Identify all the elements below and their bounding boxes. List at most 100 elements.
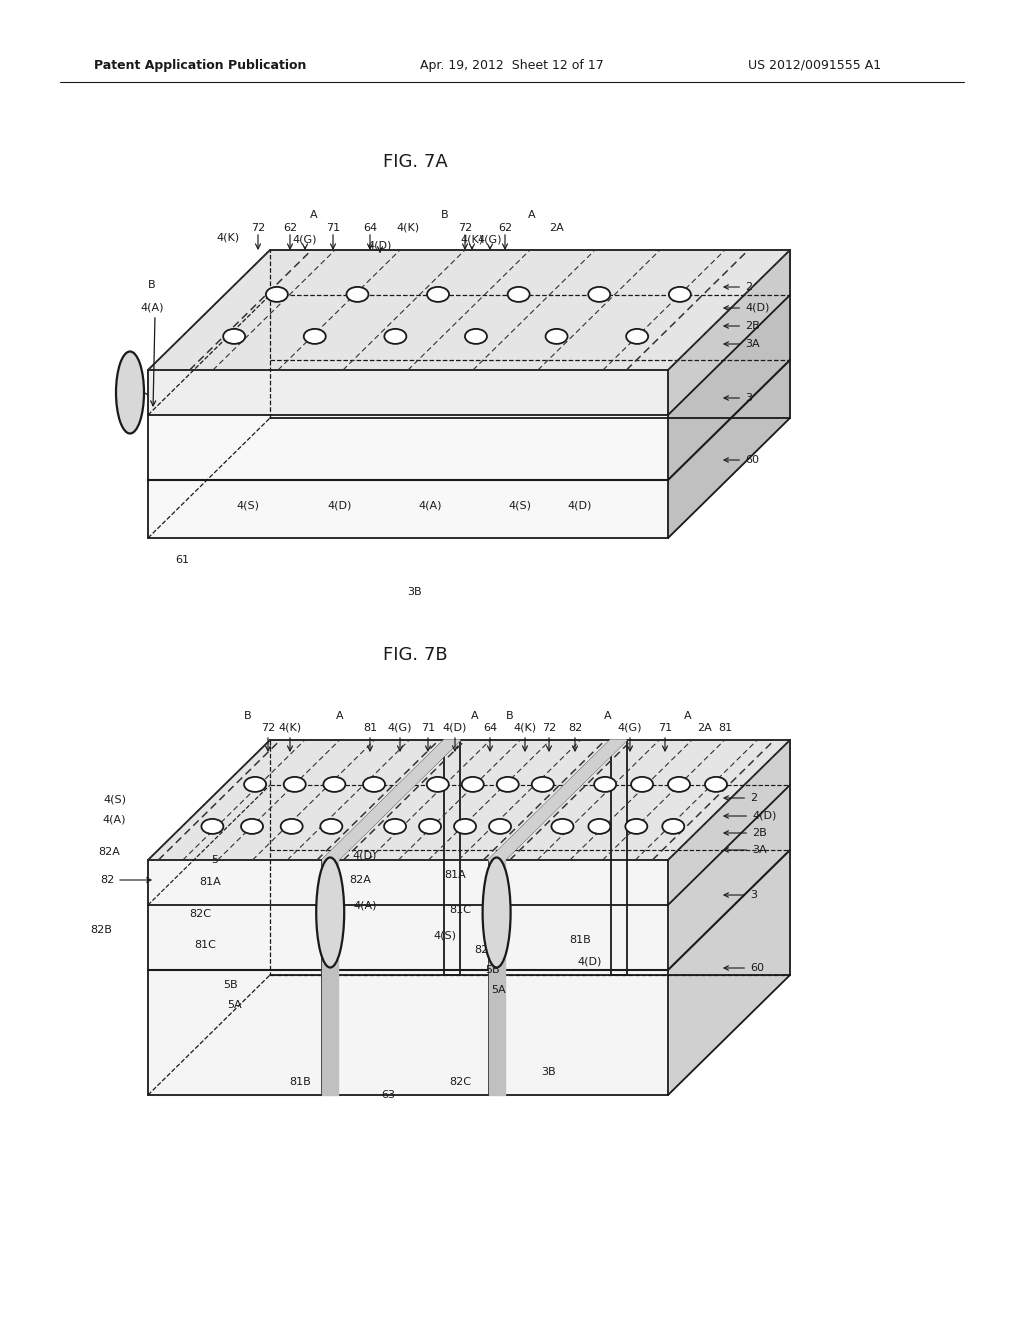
Text: 2: 2 [724, 793, 757, 803]
Text: 4(S): 4(S) [433, 931, 457, 940]
Text: 2B: 2B [724, 828, 767, 838]
Ellipse shape [482, 858, 511, 968]
Text: 71: 71 [421, 723, 435, 733]
Text: 3B: 3B [541, 1067, 555, 1077]
Text: 3: 3 [724, 393, 752, 403]
Text: 72: 72 [542, 723, 556, 733]
Ellipse shape [631, 777, 653, 792]
Text: 62: 62 [283, 223, 297, 234]
Text: 61: 61 [175, 554, 189, 565]
Ellipse shape [454, 818, 476, 834]
Ellipse shape [304, 329, 326, 345]
Text: 4(D): 4(D) [328, 500, 352, 510]
Text: 4(G): 4(G) [388, 723, 413, 733]
Ellipse shape [419, 818, 441, 834]
Text: 4(K): 4(K) [279, 723, 301, 733]
Text: 4(A): 4(A) [353, 900, 377, 909]
Ellipse shape [663, 818, 684, 834]
Text: 81: 81 [718, 723, 732, 733]
Text: 64: 64 [483, 723, 497, 733]
Ellipse shape [321, 818, 342, 834]
Text: 82A: 82A [349, 875, 371, 884]
Text: A: A [336, 711, 344, 721]
Ellipse shape [116, 351, 144, 433]
Text: 2A: 2A [549, 223, 563, 234]
Text: 4(D): 4(D) [368, 240, 392, 249]
Text: B: B [441, 210, 449, 220]
Text: 82B: 82B [90, 925, 112, 935]
Text: 63: 63 [381, 1090, 395, 1100]
Ellipse shape [384, 329, 407, 345]
Text: 4(S): 4(S) [509, 500, 531, 510]
Ellipse shape [346, 286, 369, 302]
Text: B: B [148, 280, 156, 290]
Text: 5A: 5A [490, 985, 505, 995]
Ellipse shape [202, 818, 223, 834]
Text: 5B: 5B [222, 979, 238, 990]
Ellipse shape [266, 286, 288, 302]
Ellipse shape [669, 286, 691, 302]
Text: 81: 81 [362, 723, 377, 733]
Polygon shape [488, 741, 627, 861]
Ellipse shape [364, 777, 385, 792]
Text: US 2012/0091555 A1: US 2012/0091555 A1 [749, 58, 882, 71]
Text: FIG. 7B: FIG. 7B [383, 645, 447, 664]
Text: 62: 62 [498, 223, 512, 234]
Text: 60: 60 [724, 455, 759, 465]
Text: 4(D): 4(D) [442, 723, 467, 733]
Text: A: A [604, 711, 611, 721]
Text: B: B [244, 711, 252, 721]
Polygon shape [668, 741, 790, 1096]
Polygon shape [338, 741, 610, 861]
Ellipse shape [465, 329, 487, 345]
Ellipse shape [626, 818, 647, 834]
Ellipse shape [594, 777, 616, 792]
Text: 4(G): 4(G) [478, 235, 502, 246]
Text: 72: 72 [261, 723, 275, 733]
Text: 3A: 3A [724, 339, 760, 348]
Ellipse shape [281, 818, 303, 834]
Text: 82C: 82C [189, 909, 211, 919]
Text: 81A: 81A [444, 870, 466, 880]
Text: 81A: 81A [199, 876, 221, 887]
Text: 82B: 82B [474, 945, 496, 954]
Text: 82: 82 [100, 875, 151, 884]
Text: 2A: 2A [697, 723, 713, 733]
Ellipse shape [489, 818, 511, 834]
Text: 3B: 3B [408, 587, 422, 597]
Ellipse shape [497, 777, 519, 792]
Ellipse shape [284, 777, 306, 792]
Ellipse shape [244, 777, 266, 792]
Polygon shape [148, 414, 668, 539]
Text: A: A [684, 711, 692, 721]
Text: 4(K): 4(K) [216, 232, 240, 242]
Ellipse shape [589, 818, 610, 834]
Ellipse shape [552, 818, 573, 834]
Text: 4(D): 4(D) [578, 957, 602, 968]
Text: 4(K): 4(K) [396, 223, 420, 234]
Text: 82: 82 [568, 723, 582, 733]
Polygon shape [323, 741, 460, 861]
Polygon shape [148, 249, 790, 370]
Ellipse shape [705, 777, 727, 792]
Polygon shape [668, 294, 790, 539]
Ellipse shape [462, 777, 483, 792]
Text: 64: 64 [362, 223, 377, 234]
Text: 81C: 81C [450, 906, 471, 915]
Text: 4(D): 4(D) [568, 500, 592, 510]
Text: 4(D): 4(D) [353, 850, 377, 861]
Ellipse shape [427, 286, 450, 302]
Ellipse shape [546, 329, 567, 345]
Text: 81C: 81C [195, 940, 216, 950]
Polygon shape [148, 741, 444, 861]
Text: 60: 60 [724, 964, 764, 973]
Text: 71: 71 [658, 723, 672, 733]
Polygon shape [488, 861, 505, 1096]
Text: A: A [471, 711, 479, 721]
Text: 4(A): 4(A) [102, 814, 126, 825]
Text: 72: 72 [458, 223, 472, 234]
Text: 4(D): 4(D) [724, 304, 769, 313]
Text: 2B: 2B [724, 321, 760, 331]
Text: 81B: 81B [289, 1077, 311, 1086]
Text: 4(K): 4(K) [461, 235, 483, 246]
